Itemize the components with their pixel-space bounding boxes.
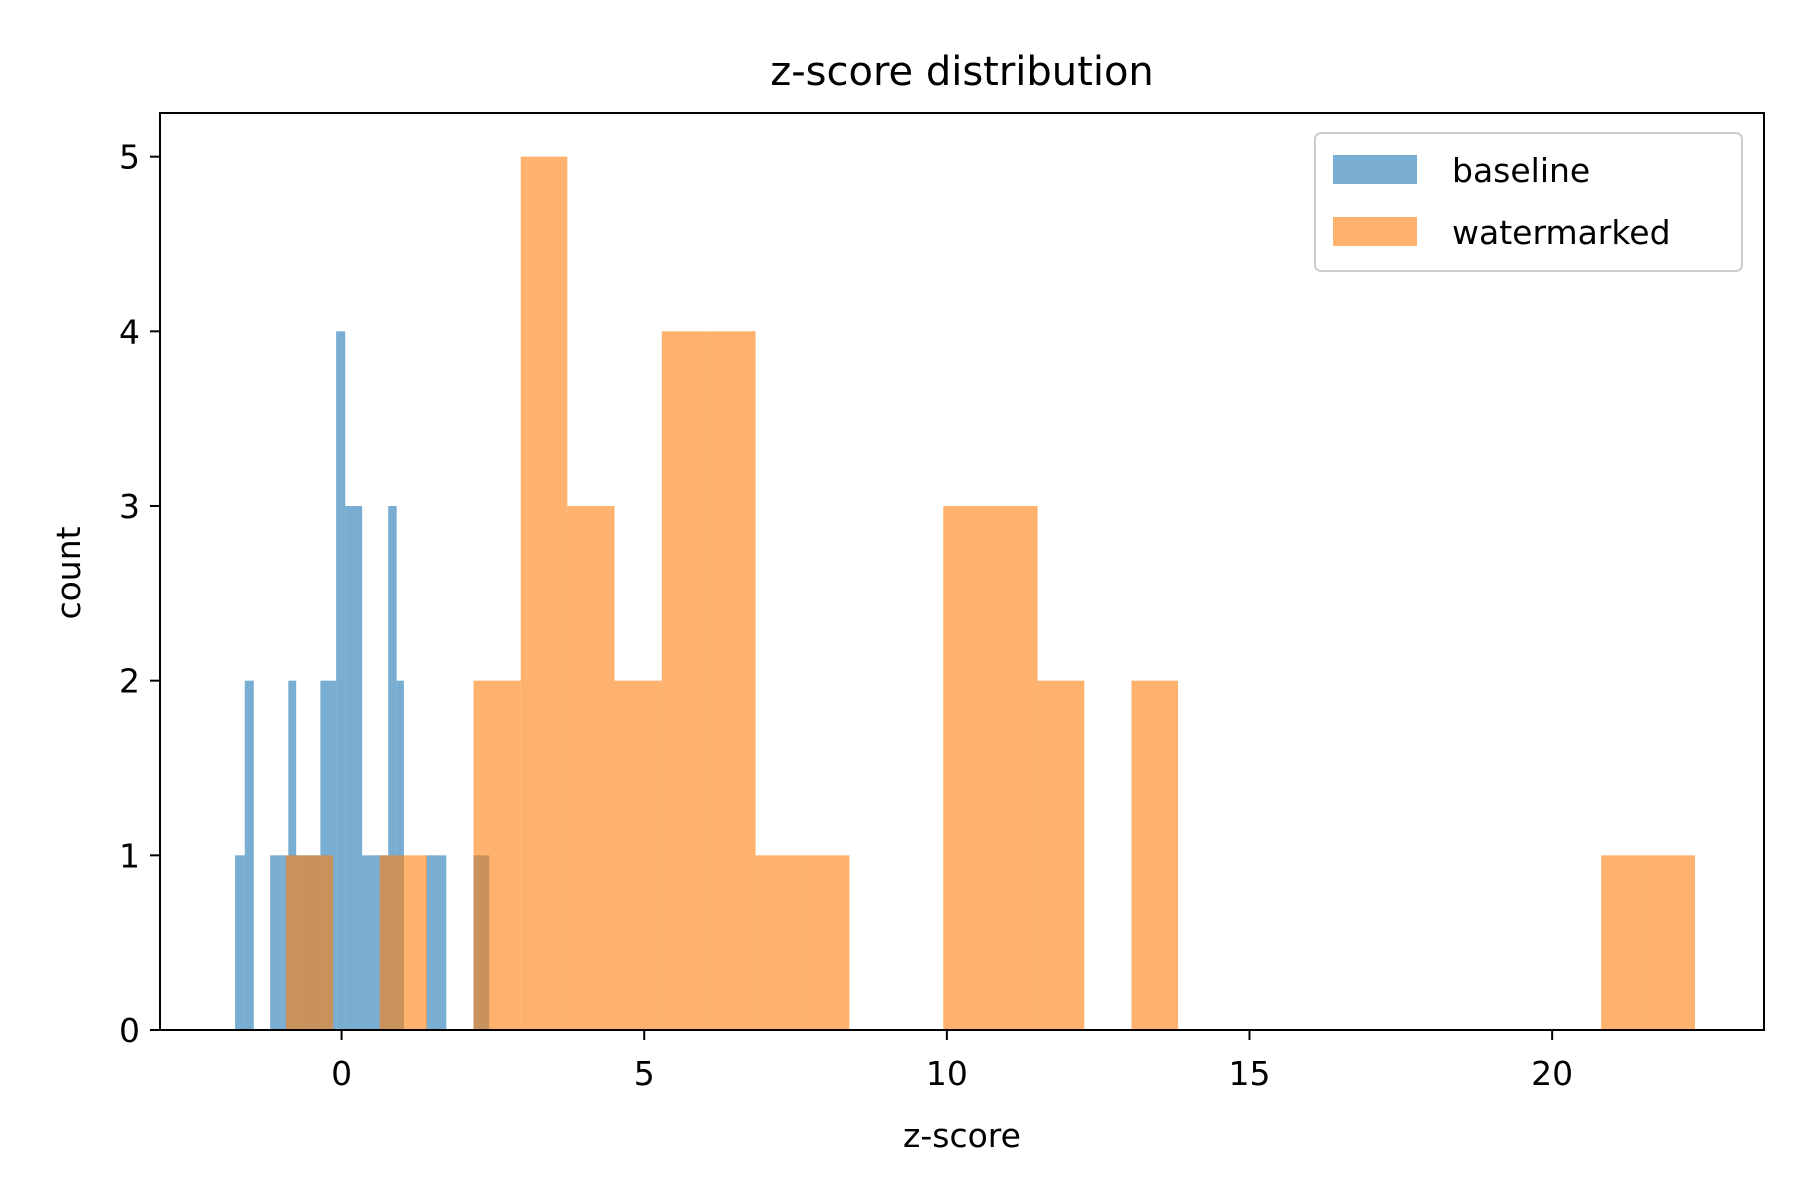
x-tick-label: 15 bbox=[1229, 1054, 1271, 1093]
bar-watermarked-13 bbox=[1131, 680, 1179, 1030]
x-tick-label: 10 bbox=[926, 1054, 968, 1093]
bar-watermarked-12 bbox=[1037, 680, 1085, 1030]
bar-baseline-7 bbox=[336, 331, 346, 1030]
x-tick-label: 0 bbox=[331, 1054, 352, 1093]
chart-title: z-score distribution bbox=[770, 49, 1154, 95]
y-axis-label: count bbox=[49, 526, 88, 619]
bar-baseline-1 bbox=[244, 680, 254, 1030]
y-tick-label: 0 bbox=[119, 1011, 140, 1050]
legend-frame bbox=[1314, 132, 1743, 272]
bar-watermarked-1 bbox=[379, 855, 427, 1030]
series-watermarked bbox=[285, 156, 1695, 1030]
legend-swatch-watermarked bbox=[1333, 217, 1417, 246]
bar-watermarked-14 bbox=[1601, 855, 1648, 1030]
bar-watermarked-3 bbox=[520, 156, 568, 1030]
y-tick-label: 3 bbox=[119, 487, 140, 526]
x-axis-ticks: 0 5 10 15 20 bbox=[331, 1030, 1573, 1093]
bar-baseline-2 bbox=[270, 855, 282, 1030]
bar-watermarked-11 bbox=[990, 506, 1038, 1030]
bar-watermarked-4 bbox=[567, 506, 615, 1030]
bar-watermarked-10 bbox=[943, 506, 991, 1030]
legend-label-baseline: baseline bbox=[1452, 151, 1590, 190]
bar-watermarked-2 bbox=[473, 680, 521, 1030]
x-axis-label: z-score bbox=[903, 1116, 1021, 1155]
y-tick-label: 1 bbox=[119, 836, 140, 875]
plot-frame bbox=[159, 112, 1765, 1031]
bar-baseline-0 bbox=[235, 855, 245, 1030]
y-tick-label: 4 bbox=[119, 312, 140, 351]
bar-baseline-8 bbox=[345, 506, 363, 1030]
bar-watermarked-0 bbox=[285, 855, 334, 1030]
x-tick-label: 20 bbox=[1531, 1054, 1573, 1093]
legend-label-watermarked: watermarked bbox=[1452, 213, 1671, 252]
y-tick-label: 5 bbox=[119, 138, 140, 177]
x-tick-label: 5 bbox=[634, 1054, 655, 1093]
bar-watermarked-8 bbox=[755, 855, 803, 1030]
bar-baseline-3 bbox=[281, 855, 289, 1030]
bar-watermarked-6 bbox=[661, 331, 709, 1030]
bar-baseline-10 bbox=[388, 506, 397, 1030]
bar-watermarked-9 bbox=[802, 855, 850, 1030]
bar-baseline-13 bbox=[426, 855, 447, 1030]
bars-layer bbox=[235, 156, 1695, 1030]
legend: baseline watermarked bbox=[1314, 132, 1743, 272]
y-axis-ticks: 0 1 2 3 4 5 bbox=[119, 138, 160, 1050]
legend-swatch-baseline bbox=[1333, 155, 1417, 184]
y-tick-label: 2 bbox=[119, 662, 140, 701]
bar-watermarked-5 bbox=[614, 680, 662, 1030]
bar-watermarked-15 bbox=[1647, 855, 1695, 1030]
bar-watermarked-7 bbox=[708, 331, 756, 1030]
